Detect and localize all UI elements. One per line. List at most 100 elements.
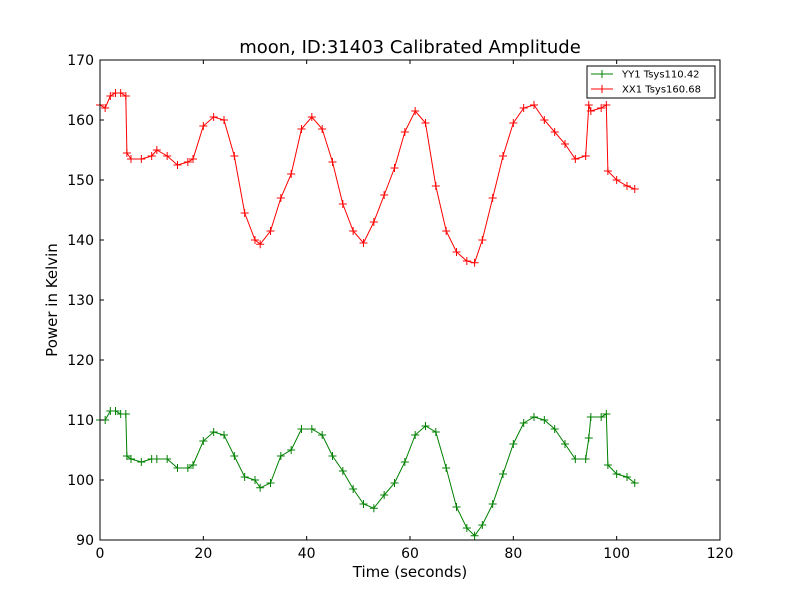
data-point	[147, 152, 156, 160]
data-point	[623, 182, 631, 190]
data-point	[421, 119, 430, 127]
data-point	[163, 455, 172, 463]
legend-entries: YY1 Tsys110.42 XX1 Tsys160.68	[591, 70, 701, 96]
y-tick-label: 90	[76, 533, 94, 549]
series-1	[96, 407, 639, 540]
data-point	[189, 461, 197, 469]
data-point	[199, 122, 208, 130]
ticks-layer: 0 20 40 60 80 100 120 90 100 110 120 130 140 150 160 17…	[67, 53, 733, 562]
data-point	[597, 413, 606, 421]
data-point	[612, 176, 621, 184]
data-point	[276, 452, 285, 460]
data-point	[411, 107, 420, 115]
data-point	[209, 428, 218, 436]
legend: YY1 Tsys110.42 XX1 Tsys160.68	[586, 65, 716, 99]
data-point	[478, 521, 487, 529]
data-point	[266, 227, 275, 235]
data-point	[122, 149, 131, 157]
data-point	[189, 155, 197, 163]
data-point	[101, 104, 110, 112]
data-point	[152, 146, 161, 154]
data-point	[173, 464, 182, 472]
y-axis-label: Power in Kelvin	[43, 243, 61, 357]
data-point	[499, 470, 507, 478]
data-point	[519, 104, 528, 112]
data-point	[488, 194, 497, 202]
data-point	[116, 89, 125, 97]
data-point	[183, 158, 192, 166]
data-point	[328, 452, 337, 460]
data-point	[349, 227, 358, 235]
data-point	[602, 410, 611, 418]
y-tick-label: 110	[67, 413, 94, 429]
y-tick-label: 100	[67, 473, 94, 489]
data-point	[121, 410, 130, 418]
data-point	[276, 194, 285, 202]
data-point	[509, 440, 518, 448]
data-point	[470, 258, 479, 267]
data-point	[581, 455, 590, 463]
data-point	[530, 413, 538, 421]
data-point	[127, 455, 135, 463]
data-point	[122, 452, 131, 460]
data-point	[442, 227, 451, 235]
y-tick-label: 130	[67, 293, 94, 309]
data-point	[442, 464, 451, 472]
data-point	[561, 440, 569, 448]
data-point	[240, 209, 249, 217]
x-tick-label: 40	[298, 546, 316, 562]
y-tick-label: 120	[67, 353, 94, 369]
data-point	[584, 101, 593, 109]
data-point	[470, 531, 479, 540]
x-tick-label: 100	[603, 546, 630, 562]
data-point	[307, 425, 316, 433]
x-tick-label: 120	[707, 546, 734, 562]
data-point	[183, 464, 192, 472]
data-point	[603, 167, 612, 175]
data-point	[127, 155, 135, 163]
y-tick-label: 140	[67, 233, 94, 249]
data-point	[462, 257, 471, 265]
data-point	[478, 236, 487, 244]
data-point	[431, 182, 440, 190]
data-point	[256, 483, 265, 492]
y-tick-label: 170	[67, 53, 94, 69]
data-point	[623, 473, 631, 481]
data-point	[287, 170, 296, 178]
data-point	[630, 479, 639, 487]
data-point	[349, 485, 358, 493]
legend-box	[586, 65, 716, 99]
data-point	[380, 491, 389, 499]
data-point	[209, 113, 218, 121]
data-point	[111, 407, 120, 415]
data-point	[586, 107, 595, 115]
data-point	[421, 422, 430, 430]
data-point	[230, 152, 239, 160]
data-point	[163, 152, 172, 160]
series-2	[96, 89, 639, 267]
data-point	[400, 458, 409, 466]
data-point	[173, 161, 182, 169]
data-point	[121, 92, 130, 100]
data-point	[390, 164, 399, 172]
data-point	[499, 152, 507, 160]
data-point	[359, 500, 368, 508]
data-point	[318, 125, 327, 133]
data-point	[462, 524, 471, 532]
y-tick-label: 150	[67, 173, 94, 189]
data-point	[266, 479, 275, 487]
legend-marker	[598, 70, 606, 78]
data-point	[338, 467, 347, 475]
chart-title: moon, ID:31403 Calibrated Amplitude	[239, 37, 581, 58]
data-point	[199, 437, 208, 445]
legend-label: YY1 Tsys110.42	[621, 70, 700, 81]
data-point	[602, 101, 611, 109]
data-point	[297, 425, 306, 433]
data-point	[586, 413, 595, 421]
data-point	[328, 158, 337, 166]
data-point	[550, 425, 559, 433]
data-point	[584, 434, 593, 442]
data-point	[152, 455, 161, 463]
data-point	[603, 461, 612, 469]
